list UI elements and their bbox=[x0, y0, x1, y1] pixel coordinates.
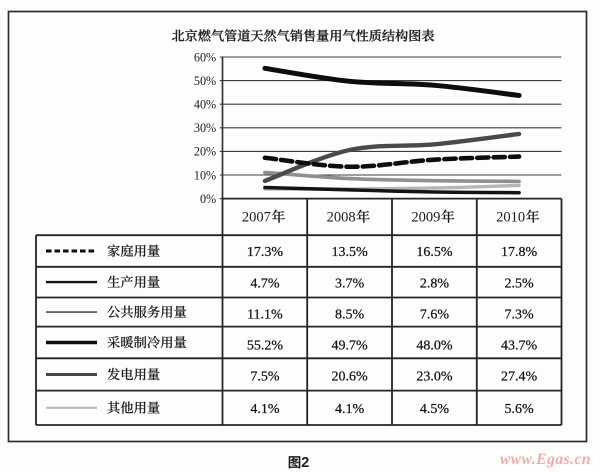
svg-text:2007: 2007 bbox=[242, 210, 271, 226]
svg-text:2009: 2009 bbox=[411, 210, 440, 226]
svg-text:17.3%: 17.3% bbox=[247, 245, 284, 260]
svg-text:49.7%: 49.7% bbox=[332, 338, 369, 353]
svg-text:43.7%: 43.7% bbox=[501, 338, 538, 353]
svg-text:3.7%: 3.7% bbox=[335, 277, 365, 292]
svg-text:5.6%: 5.6% bbox=[505, 402, 535, 417]
svg-text:17.8%: 17.8% bbox=[501, 245, 538, 260]
svg-text:40%: 40% bbox=[194, 98, 216, 112]
svg-text:2008: 2008 bbox=[327, 210, 356, 226]
svg-text:2.5%: 2.5% bbox=[505, 277, 535, 292]
svg-text:4.1%: 4.1% bbox=[250, 402, 280, 417]
svg-text:27.4%: 27.4% bbox=[501, 369, 538, 384]
svg-text:30%: 30% bbox=[194, 121, 216, 135]
svg-text:11.1%: 11.1% bbox=[247, 307, 283, 322]
svg-text:2.8%: 2.8% bbox=[420, 277, 450, 292]
svg-text:7.5%: 7.5% bbox=[250, 369, 280, 384]
svg-text:8.5%: 8.5% bbox=[335, 307, 365, 322]
svg-text:2010: 2010 bbox=[496, 210, 525, 226]
svg-text:4.7%: 4.7% bbox=[250, 277, 280, 292]
svg-text:20.6%: 20.6% bbox=[332, 369, 369, 384]
svg-text:4.1%: 4.1% bbox=[335, 402, 365, 417]
svg-text:4.5%: 4.5% bbox=[420, 402, 450, 417]
svg-text:www.Egas.cn: www.Egas.cn bbox=[500, 451, 591, 468]
svg-text:10%: 10% bbox=[194, 168, 216, 182]
svg-text:7.6%: 7.6% bbox=[420, 307, 450, 322]
svg-text:48.0%: 48.0% bbox=[416, 338, 453, 353]
svg-text:0%: 0% bbox=[200, 192, 216, 206]
svg-text:23.0%: 23.0% bbox=[416, 369, 453, 384]
svg-text:20%: 20% bbox=[194, 145, 216, 159]
svg-text:16.5%: 16.5% bbox=[416, 245, 453, 260]
svg-text:55.2%: 55.2% bbox=[247, 338, 284, 353]
svg-text:2: 2 bbox=[301, 455, 309, 471]
svg-text:50%: 50% bbox=[194, 74, 216, 88]
svg-text:7.3%: 7.3% bbox=[505, 307, 535, 322]
svg-text:60%: 60% bbox=[194, 50, 216, 64]
svg-text:13.5%: 13.5% bbox=[332, 245, 369, 260]
